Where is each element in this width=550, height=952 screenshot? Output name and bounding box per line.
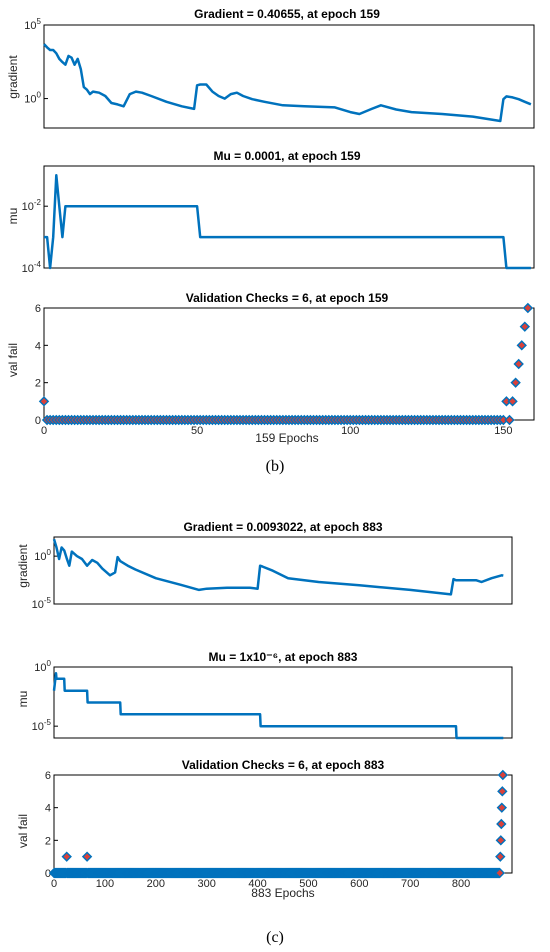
x-tick-label: 0	[51, 878, 57, 890]
series-line	[43, 43, 532, 123]
y-axis-label: mu	[6, 208, 20, 225]
axes-frame	[43, 165, 535, 269]
axes-frame	[43, 307, 535, 421]
series-line	[52, 671, 504, 740]
x-tick-label: 500	[299, 878, 317, 890]
panel-caption-b: (b)	[266, 458, 285, 475]
val-fail-marker	[496, 818, 507, 830]
val-fail-marker	[513, 358, 524, 370]
panel-b-validation-subplot: Validation Checks = 6, at epoch 159 val …	[6, 291, 535, 445]
val-fail-marker	[497, 786, 508, 797]
axes-frame	[43, 24, 535, 129]
panel-b-gradient-subplot: Gradient = 0.40655, at epoch 159 gradien…	[6, 7, 535, 129]
x-tick-label: 800	[452, 878, 470, 890]
y-tick-label: 100	[34, 659, 51, 674]
y-tick-label: 6	[35, 303, 41, 315]
y-axis-label: val fail	[6, 343, 20, 377]
subplot-title: Gradient = 0.0093022, at epoch 883	[183, 520, 382, 534]
x-tick-label: 50	[191, 425, 203, 437]
x-tick-label: 0	[41, 425, 47, 437]
subplot-title: Gradient = 0.40655, at epoch 159	[194, 7, 380, 21]
y-tick-label: 0	[45, 868, 51, 880]
val-fail-marker	[522, 302, 534, 314]
subplot-title: Mu = 1x10⁻⁶, at epoch 883	[209, 650, 358, 664]
val-fail-marker	[507, 396, 518, 407]
y-tick-label: 105	[24, 17, 41, 32]
panel-c-mu-subplot: Mu = 1x10⁻⁶, at epoch 883 mu 10-5 100	[16, 650, 513, 740]
val-fail-marker	[495, 835, 506, 846]
x-tick-label: 100	[341, 425, 359, 437]
subplot-title: Validation Checks = 6, at epoch 883	[182, 758, 385, 772]
y-tick-label: 10-5	[32, 596, 52, 611]
y-tick-label: 100	[34, 548, 51, 563]
axes-frame	[53, 536, 513, 605]
y-axis-label: val fail	[16, 814, 30, 848]
val-fail-marker	[510, 377, 521, 388]
val-fail-marker	[38, 396, 50, 407]
x-tick-label: 300	[197, 878, 215, 890]
axes-frame	[53, 666, 513, 739]
val-fail-marker	[81, 851, 93, 862]
y-tick-label: 2	[35, 378, 41, 390]
y-tick-label: 10-4	[22, 260, 42, 275]
y-tick-label: 2	[45, 835, 51, 847]
y-tick-label: 10-5	[32, 718, 52, 733]
val-fail-marker	[494, 867, 505, 879]
subplot-title: Mu = 0.0001, at epoch 159	[213, 149, 360, 163]
x-tick-label: 400	[248, 878, 266, 890]
y-axis-label: gradient	[16, 544, 30, 588]
x-axis-label: 883 Epochs	[251, 886, 314, 900]
val-fail-marker	[61, 851, 72, 862]
y-tick-label: 6	[45, 770, 51, 782]
y-tick-label: 4	[45, 803, 51, 815]
y-axis-label: gradient	[6, 55, 20, 99]
x-tick-label: 600	[350, 878, 368, 890]
y-tick-label: 10-2	[22, 198, 42, 213]
val-fail-marker	[496, 802, 508, 813]
x-tick-label: 700	[401, 878, 419, 890]
val-fail-marker	[495, 851, 506, 862]
y-tick-label: 4	[35, 340, 41, 352]
panel-c-gradient-subplot: Gradient = 0.0093022, at epoch 883 gradi…	[16, 520, 513, 611]
panel-b-mu-subplot: Mu = 0.0001, at epoch 159 mu 10-4 10-2	[6, 149, 535, 275]
subplot-title: Validation Checks = 6, at epoch 159	[186, 291, 389, 305]
val-fail-marker	[497, 769, 509, 781]
axes-frame	[53, 774, 513, 874]
val-fail-marker	[516, 340, 527, 351]
series-line	[44, 174, 531, 270]
val-fail-marker	[519, 321, 531, 332]
x-axis-label: 159 Epochs	[255, 431, 318, 445]
y-tick-label: 0	[35, 415, 41, 427]
series-line	[52, 538, 504, 596]
y-tick-label: 100	[24, 91, 41, 106]
y-axis-label: mu	[16, 691, 30, 708]
x-tick-label: 100	[96, 878, 114, 890]
x-tick-label: 150	[494, 425, 512, 437]
val-fail-marker	[504, 414, 515, 426]
panel-caption-c: (c)	[266, 929, 284, 946]
x-tick-label: 200	[147, 878, 165, 890]
panel-c-validation-subplot: Validation Checks = 6, at epoch 883 val …	[16, 758, 513, 900]
